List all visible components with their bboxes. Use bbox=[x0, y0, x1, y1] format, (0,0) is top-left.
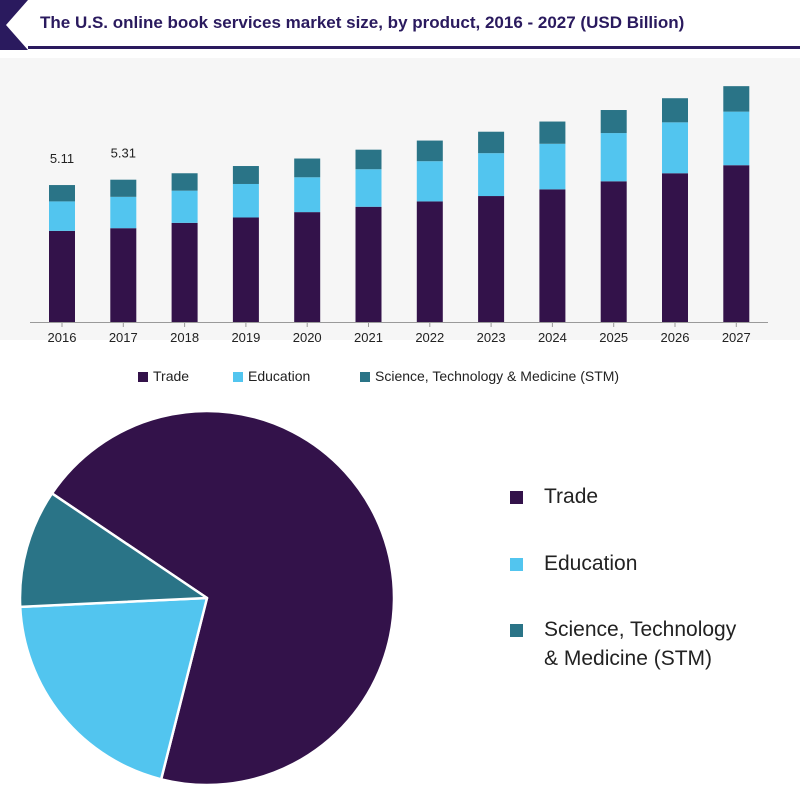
bar-2024-education bbox=[539, 143, 566, 190]
bar-2020-trade bbox=[294, 212, 321, 322]
bar-2026-education bbox=[662, 122, 688, 174]
bar-2023-trade bbox=[478, 196, 505, 322]
legend-swatch-education bbox=[233, 372, 243, 382]
bar-2025-trade bbox=[600, 181, 627, 322]
pie-legend-swatch-trade bbox=[510, 491, 523, 504]
title-bar: The U.S. online book services market siz… bbox=[0, 0, 800, 50]
x-tick-label-2024: 2024 bbox=[538, 330, 567, 345]
x-tick-label-2017: 2017 bbox=[109, 330, 138, 345]
pie-legend-label-trade: Trade bbox=[544, 485, 599, 508]
pie-slice-trade bbox=[50, 409, 396, 787]
bar-2021-stm bbox=[355, 149, 382, 170]
x-tick-label-2023: 2023 bbox=[477, 330, 506, 345]
bar-2019-education bbox=[232, 183, 259, 218]
pie-legend-swatch-stm bbox=[510, 624, 523, 637]
bar-2023-education bbox=[478, 153, 505, 197]
pie-slice-stm bbox=[18, 492, 209, 609]
bar-2019-stm bbox=[232, 166, 259, 184]
pie-legend-label-education: Education bbox=[544, 552, 638, 575]
bar-2018-stm bbox=[171, 173, 198, 191]
legend-item-stm: Science, Technology & Medicine (STM) bbox=[360, 368, 619, 384]
pie-legend-swatch-education bbox=[510, 558, 523, 571]
legend-item-education: Education bbox=[233, 368, 310, 384]
x-tick-label-2016: 2016 bbox=[48, 330, 77, 345]
title-rule bbox=[28, 46, 800, 49]
legend-swatch-trade bbox=[138, 372, 148, 382]
bar-2022-stm bbox=[416, 140, 443, 162]
x-tick-label-2027: 2027 bbox=[722, 330, 751, 345]
bar-2026-trade bbox=[662, 173, 688, 322]
bar-2020-stm bbox=[294, 158, 321, 178]
bar-2018-trade bbox=[171, 222, 198, 322]
bar-2022-education bbox=[416, 161, 443, 202]
bar-2017-stm bbox=[110, 179, 137, 197]
bar-2027-trade bbox=[723, 165, 750, 322]
bar-2020-education bbox=[294, 177, 321, 213]
legend-label-education: Education bbox=[248, 368, 311, 384]
x-tick-label-2019: 2019 bbox=[231, 330, 260, 345]
x-tick-label-2025: 2025 bbox=[599, 330, 628, 345]
bar-2022-trade bbox=[416, 201, 443, 322]
bar-2026-stm bbox=[662, 98, 688, 123]
x-tick-label-2020: 2020 bbox=[293, 330, 322, 345]
bar-2021-education bbox=[355, 169, 382, 207]
pie-slice-education bbox=[18, 596, 209, 781]
bar-2019-trade bbox=[232, 217, 259, 322]
x-tick-label-2021: 2021 bbox=[354, 330, 383, 345]
stacked-bar-chart: 5.11 2016 5.31 2017 2018 2019 2020 2021 2022 2023… bbox=[30, 86, 768, 345]
bar-2018-education bbox=[171, 190, 198, 223]
chart-title: The U.S. online book services market siz… bbox=[40, 13, 685, 32]
x-tick-label-2022: 2022 bbox=[415, 330, 444, 345]
data-label-2016: 5.11 bbox=[50, 151, 74, 166]
legend-item-trade: Trade bbox=[138, 368, 189, 384]
x-tick-label-2026: 2026 bbox=[661, 330, 690, 345]
bar-2021-trade bbox=[355, 206, 382, 322]
bar-2016-stm bbox=[49, 185, 75, 202]
pie-legend-label-stm-line2: & Medicine (STM) bbox=[544, 647, 713, 670]
legend-label-trade: Trade bbox=[153, 368, 190, 384]
pie-legend-label-stm-line1: Science, Technology bbox=[544, 618, 737, 641]
bar-2023-stm bbox=[478, 131, 505, 154]
bar-2016-education bbox=[49, 201, 75, 231]
data-label-2017: 5.31 bbox=[111, 146, 136, 161]
bar-2025-stm bbox=[600, 110, 627, 134]
legend-swatch-stm bbox=[360, 372, 370, 382]
bar-2017-education bbox=[110, 196, 137, 229]
bar-2024-trade bbox=[539, 189, 566, 322]
bar-2025-education bbox=[600, 133, 627, 182]
bar-2024-stm bbox=[539, 121, 566, 144]
bar-2027-education bbox=[723, 111, 750, 166]
bar-2017-trade bbox=[110, 228, 137, 322]
x-tick-label-2018: 2018 bbox=[170, 330, 199, 345]
legend-label-stm: Science, Technology & Medicine (STM) bbox=[375, 368, 620, 384]
title-accent bbox=[0, 0, 28, 50]
bar-2016-trade bbox=[49, 230, 75, 322]
bar-2027-stm bbox=[723, 86, 750, 112]
